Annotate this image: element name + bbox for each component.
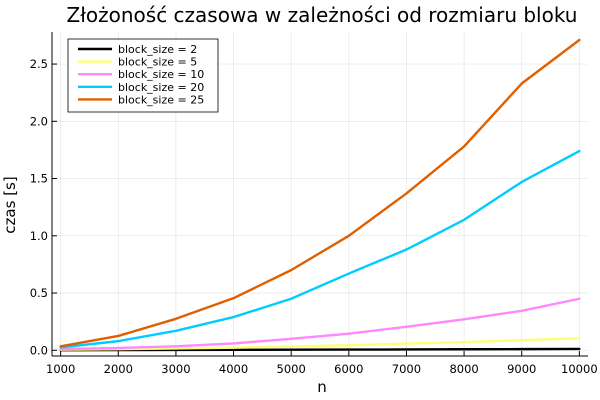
chart-title: Złożoność czasowa w zależności od rozmia… [67, 3, 578, 27]
series [59, 38, 581, 352]
series-line-0 [59, 347, 581, 352]
legend-label: block_size = 2 [118, 43, 197, 56]
y-tick-label: 0.5 [30, 286, 48, 300]
legend-label: block_size = 10 [118, 68, 204, 81]
legend-label: block_size = 25 [118, 93, 204, 106]
x-tick-label: 6000 [334, 362, 363, 376]
y-tick-label: 1.5 [30, 172, 48, 186]
x-tick-label: 1000 [46, 362, 75, 376]
series-line-2 [59, 297, 581, 351]
y-axis-label: czas [s] [1, 176, 19, 233]
x-tick-label: 7000 [392, 362, 421, 376]
x-tick-label: 2000 [104, 362, 133, 376]
legend-label: block_size = 5 [118, 56, 197, 69]
series-line-4 [59, 38, 581, 348]
x-tick-label: 9000 [507, 362, 536, 376]
x-tick-label: 5000 [277, 362, 306, 376]
y-tick-label: 1.0 [30, 229, 48, 243]
series-line-3 [59, 149, 581, 349]
x-tick-label: 10000 [561, 362, 598, 376]
y-tick-label: 2.0 [30, 114, 48, 128]
x-tick-label: 8000 [449, 362, 478, 376]
x-axis-label: n [317, 378, 327, 396]
legend-label: block_size = 20 [118, 81, 204, 94]
x-tick-label: 4000 [219, 362, 248, 376]
series-line-1 [59, 337, 581, 351]
y-tick-label: 2.5 [30, 57, 48, 71]
axes [51, 32, 588, 357]
y-tick-label: 0.0 [30, 343, 48, 357]
ticks: 1000 2000 3000 4000 5000 6000 7000 8000 9000 1000… [30, 57, 598, 376]
x-tick-label: 3000 [161, 362, 190, 376]
